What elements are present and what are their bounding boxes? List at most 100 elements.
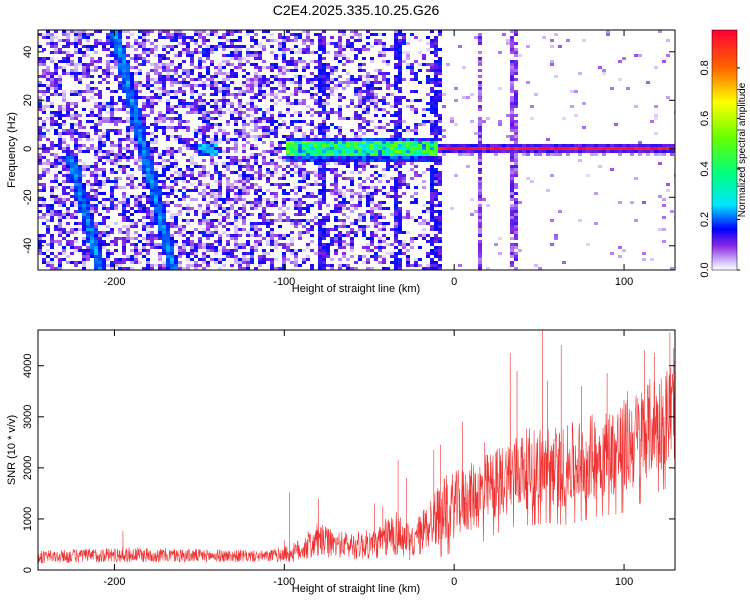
spectrogram-cell [362,150,366,153]
spectrogram-cell [50,153,54,156]
spectrogram-cell [342,30,346,33]
spectrogram-cell [150,267,154,270]
spectrogram-cell [86,249,90,252]
spectrogram-cell [370,237,374,240]
spectrogram-cell [394,192,398,195]
spectrogram-cell [138,45,142,48]
spectrogram-cell [554,234,558,237]
spectrogram-cell [238,93,242,96]
spectrogram-cell [210,123,214,126]
spectrogram-cell [38,45,42,48]
spectrogram-cell [134,111,138,114]
spectrogram-cell [226,99,230,102]
spectrogram-cell [410,108,414,111]
spectrogram-cell [106,234,110,237]
spectrogram-cell [510,219,514,222]
spectrogram-cell [382,45,386,48]
spectrogram-cell [374,252,378,255]
spectrogram-cell [350,231,354,234]
spectrogram-cell [162,231,166,234]
spectrogram-cell [330,258,334,261]
spectrogram-cell [398,96,402,99]
spectrogram-cell [478,183,482,186]
spectrogram-cell [178,171,182,174]
spectrogram-cell [166,51,170,54]
spectrogram-cell [170,189,174,192]
spectrogram-cell [382,207,386,210]
spectrogram-cell [386,84,390,87]
spectrogram-cell [482,150,486,153]
spectrogram-cell [86,243,90,246]
spectrogram-cell [246,51,250,54]
spectrogram-cell [230,105,234,108]
spectrogram-cell [306,138,310,141]
spectrogram-cell [82,189,86,192]
spectrogram-cell [318,207,322,210]
spectrogram-cell [134,99,138,102]
spectrogram-cell [122,99,126,102]
spectrogram-cell [62,69,66,72]
spectrogram-cell [158,207,162,210]
spectrogram-cell [142,42,146,45]
spectrogram-cell [162,150,166,153]
spectrogram-cell [202,246,206,249]
spectrogram-cell [154,189,158,192]
spectrogram-cell [354,39,358,42]
spectrogram-cell [150,216,154,219]
spectrogram-cell [174,30,178,33]
spectrogram-cell [290,150,294,153]
spectrogram-cell [110,45,114,48]
spectrogram-cell [110,261,114,264]
spectrogram-cell [102,258,106,261]
spectrogram-cell [358,117,362,120]
spectrogram-cell [314,252,318,255]
spectrogram-cell [38,132,42,135]
spectrogram-cell [234,87,238,90]
spectrogram-cell [66,114,70,117]
spectrogram-cell [246,234,250,237]
spectrogram-cell [426,222,430,225]
spectrogram-cell [210,201,214,204]
spectrogram-cell [202,210,206,213]
spectrogram-cell [162,69,166,72]
spectrogram-cell [198,129,202,132]
spectrogram-cell [554,237,558,240]
spectrogram-cell [118,201,122,204]
spectrogram-cell [190,138,194,141]
spectrogram-cell [394,30,398,33]
spectrogram-cell [242,57,246,60]
spectrogram-cell [494,150,498,153]
spectrogram-cell [74,237,78,240]
spectrogram-cell [290,249,294,252]
spectrogram-cell [314,183,318,186]
spectrogram-cell [542,150,546,153]
spectrogram-cell [54,87,58,90]
spectrogram-cell [342,63,346,66]
spectrogram-cell [202,141,206,144]
spectrogram-cell [102,141,106,144]
spectrogram-cell [74,156,78,159]
spectrogram-cell [226,240,230,243]
spectrogram-cell [158,81,162,84]
spectrogram-cell [290,189,294,192]
spectrogram-cell [82,54,86,57]
spectrogram-cell [198,240,202,243]
spectrogram-cell [338,144,342,147]
spectrogram-cell [234,57,238,60]
spectrogram-cell [182,78,186,81]
spectrogram-cell [214,66,218,69]
spectrogram-cell [38,162,42,165]
spectrogram-cell [318,114,322,117]
spectrogram-cell [162,168,166,171]
spectrogram-cell [54,30,58,33]
spectrogram-cell [106,117,110,120]
spectrogram-cell [486,204,490,207]
spectrogram-cell [222,138,226,141]
spectrogram-cell [406,183,410,186]
spectrogram-cell [330,66,334,69]
spectrogram-cell [214,192,218,195]
spectrogram-cell [214,198,218,201]
spectrogram-cell [78,186,82,189]
spectrogram-cell [302,177,306,180]
spectrogram-cell [290,135,294,138]
